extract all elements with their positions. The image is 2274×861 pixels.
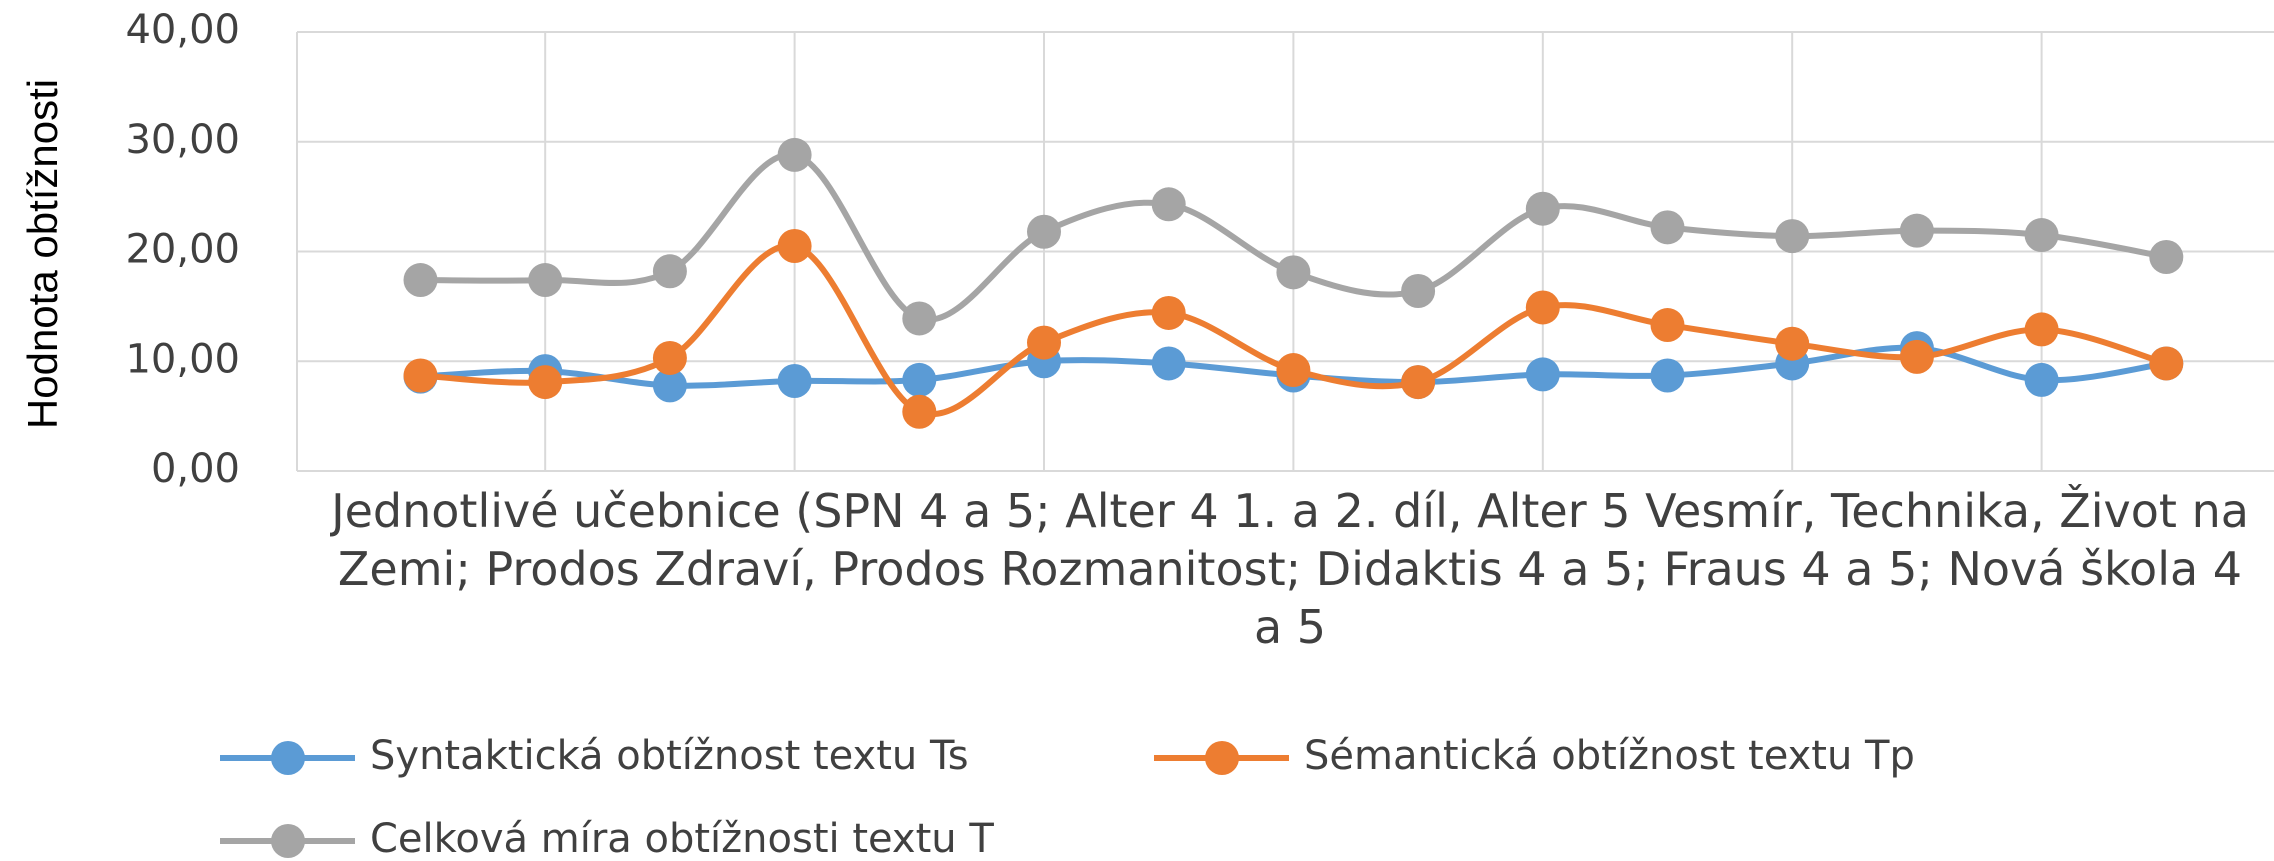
- point: [2024, 312, 2059, 347]
- legend-label: Sémantická obtížnost textu Tp: [1304, 733, 1915, 779]
- legend-label: Syntaktická obtížnost textu Ts: [370, 733, 969, 779]
- point: [1027, 325, 1061, 360]
- point: [1650, 358, 1685, 393]
- point: [1775, 326, 1810, 361]
- point: [1151, 187, 1186, 222]
- point: [777, 137, 812, 172]
- point: [1899, 213, 1934, 248]
- point: [1525, 191, 1560, 226]
- point: [1027, 214, 1061, 249]
- series-line: [417, 242, 2170, 417]
- point: [1525, 357, 1560, 392]
- point: [902, 394, 937, 429]
- point: [403, 358, 438, 393]
- point: [1401, 274, 1436, 309]
- point: [1401, 365, 1436, 400]
- point: [1151, 295, 1186, 330]
- y-tick-label: 30,00: [125, 117, 240, 163]
- point: [528, 263, 563, 298]
- point: [777, 229, 812, 264]
- point: [1525, 290, 1560, 325]
- y-tick-label: 40,00: [125, 7, 240, 53]
- x-axis-title: Jednotlivé učebnice (SPN 4 a 5; Alter 4 …: [331, 484, 2249, 654]
- point: [2024, 218, 2059, 253]
- point: [1276, 255, 1311, 290]
- point: [2149, 346, 2184, 381]
- point: [652, 368, 687, 403]
- legend-marker: [1205, 741, 1239, 775]
- point: [1650, 308, 1685, 343]
- point: [902, 362, 937, 397]
- legend-marker: [271, 824, 305, 858]
- y-axis-title: Hodnota obtížnosti: [19, 79, 66, 429]
- point: [652, 254, 687, 289]
- y-tick-label: 20,00: [125, 227, 240, 273]
- point: [2024, 362, 2059, 397]
- point: [902, 301, 937, 336]
- y-tick-label: 0,00: [151, 446, 240, 492]
- point: [528, 365, 563, 400]
- legend-marker: [271, 741, 305, 775]
- point: [652, 340, 687, 375]
- series-line: [417, 151, 2170, 323]
- point: [1151, 346, 1186, 381]
- point: [403, 263, 438, 298]
- point: [1276, 353, 1311, 388]
- legend-label: Celková míra obtížnosti textu T: [370, 816, 994, 861]
- point: [1650, 210, 1685, 245]
- point: [1899, 339, 1934, 374]
- point: [1775, 219, 1810, 254]
- y-tick-label: 10,00: [125, 336, 240, 382]
- point: [777, 364, 812, 399]
- x-axis-title-box: Jednotlivé učebnice (SPN 4 a 5; Alter 4 …: [331, 484, 2249, 654]
- point: [2149, 239, 2184, 274]
